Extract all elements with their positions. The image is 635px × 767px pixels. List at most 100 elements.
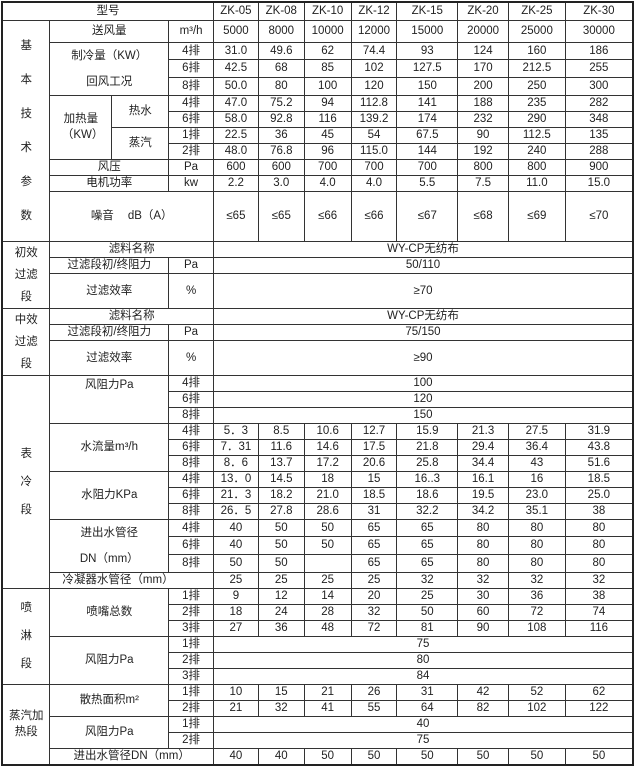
row-label: 1排 — [168, 715, 214, 733]
section-primary-filter-label-text: 初效过滤段 — [14, 246, 38, 303]
value-cell: 38 — [564, 502, 634, 520]
row-label: 6排 — [168, 110, 214, 128]
row-label: 3排 — [168, 619, 214, 637]
value-cell: 67.5 — [396, 126, 459, 144]
value-cell: 40 — [212, 518, 259, 538]
row-label: 2排 — [168, 651, 214, 669]
row-label: 6排 — [168, 390, 214, 408]
value-cell: 188 — [457, 94, 509, 112]
row-label: 4排 — [168, 41, 214, 61]
value-cell: 54 — [350, 126, 398, 144]
value-cell: 212.5 — [507, 59, 566, 78]
primary-filter-resistance-label: 过滤段初/终阻力 — [49, 256, 170, 274]
value-cell: 55 — [350, 699, 398, 717]
primary-filter-media-value: WY-CP无纺布 — [212, 240, 634, 258]
medium-filter-efficiency-label: 过滤效率 — [49, 339, 170, 376]
value-cell: 31 — [350, 502, 398, 520]
value-cell: 124 — [457, 41, 509, 61]
value-cell: 150 — [396, 76, 459, 96]
medium-filter-media-value: WY-CP无纺布 — [212, 307, 634, 325]
model-header-label: 型号 — [1, 1, 214, 21]
value-cell: 21 — [212, 699, 259, 717]
value-cell: 25 — [303, 571, 352, 589]
value-cell: 50 — [303, 747, 352, 765]
row-label: 1排 — [168, 126, 214, 144]
value-cell: 7.5 — [457, 174, 509, 192]
heating-label: 加热量（KW） — [49, 94, 113, 160]
spray-nozzles-label: 喷嘴总数 — [49, 587, 170, 637]
value-cell: 25 — [257, 571, 305, 589]
value-cell: 80 — [457, 518, 509, 538]
value-cell: 600 — [212, 158, 259, 176]
value-cell: 20 — [350, 587, 398, 605]
value-cell: 94 — [303, 94, 352, 112]
row-label: 1排 — [168, 683, 214, 701]
value-cell: 65 — [396, 553, 459, 573]
primary-filter-resistance-unit: Pa — [168, 256, 214, 274]
value-cell: 19.5 — [457, 486, 509, 504]
value-cell: ≤68 — [457, 190, 509, 242]
value-cell: 250 — [507, 76, 566, 96]
value-cell: 4.0 — [303, 174, 352, 192]
value-cell: 90 — [457, 619, 509, 637]
value-cell: 32 — [396, 571, 459, 589]
row-label: 3排 — [168, 667, 214, 685]
value-cell: 232 — [457, 110, 509, 128]
value-cell: 30000 — [564, 19, 634, 43]
value-cell: 255 — [564, 59, 634, 78]
table-row: 8排 8．6 13.7 17.2 20.6 25.8 34.4 43 51.6 — [2, 454, 634, 472]
value-cell: 17.5 — [350, 438, 398, 456]
value-cell: 5000 — [212, 19, 259, 43]
value-cell: 15.0 — [564, 174, 634, 192]
value-cell: 21．3 — [212, 486, 259, 504]
row-label: 6排 — [168, 438, 214, 456]
value-cell: 127.5 — [396, 59, 459, 78]
value-cell: 16 — [507, 470, 566, 488]
value-cell: 65 — [396, 518, 459, 538]
value-cell: 11.6 — [257, 438, 305, 456]
cooling-label-line-2: 回风工况 — [86, 75, 133, 88]
value-cell: 4.0 — [350, 174, 398, 192]
medium-filter-resistance-label: 过滤段初/终阻力 — [49, 323, 170, 341]
value-cell: 20.6 — [350, 454, 398, 472]
coil-air-resistance-label: 风阻力Pa — [49, 374, 170, 424]
value-cell: 115.0 — [350, 142, 398, 160]
table-row: 2排 18 24 28 32 50 60 72 74 — [2, 603, 634, 621]
value-cell: 75.2 — [257, 94, 305, 112]
value-cell: 50 — [564, 747, 634, 765]
table-row: 电机功率 kw 2.2 3.0 4.0 4.0 5.5 7.5 11.0 15.0 — [2, 174, 634, 192]
value-cell: 25.0 — [564, 486, 634, 504]
value-cell: 13．0 — [212, 470, 259, 488]
merged-value-cell: 150 — [212, 406, 634, 424]
value-cell: 50 — [212, 553, 259, 573]
value-cell: 14.6 — [303, 438, 352, 456]
row-label: 2排 — [168, 731, 214, 749]
value-cell: 25 — [350, 571, 398, 589]
table-row: 水流量m³/h 4排 5．3 8.5 10.6 12.7 15.9 21.3 27.5 31.9 — [2, 422, 634, 472]
value-cell: 139.2 — [350, 110, 398, 128]
value-cell: 32 — [507, 571, 566, 589]
table-row: 过滤效率% ≥90 — [2, 339, 634, 376]
value-cell: 15 — [350, 470, 398, 488]
value-cell: 174 — [396, 110, 459, 128]
value-cell: 290 — [507, 110, 566, 128]
value-cell: ≤65 — [212, 190, 259, 242]
cooling-label: 制冷量（KW） 回风工况 — [49, 41, 170, 96]
table-row: 初效过滤段 滤料名称 WY-CP无纺布 — [1, 240, 634, 309]
value-cell: 116 — [564, 619, 634, 637]
value-cell: 80 — [507, 536, 566, 555]
value-cell: 92.8 — [257, 110, 305, 128]
value-cell: 50.0 — [212, 76, 259, 96]
value-cell: 12000 — [350, 19, 398, 43]
model-header-zk-10: ZK-10 — [303, 1, 352, 21]
value-cell: 50 — [257, 553, 305, 573]
model-header-zk-25: ZK-25 — [507, 1, 566, 21]
row-label: 8排 — [168, 502, 214, 520]
noise-unit: dB（A） — [127, 210, 173, 222]
value-cell: 31.0 — [212, 41, 259, 61]
value-cell: 47.0 — [212, 94, 259, 112]
value-cell: 72 — [507, 603, 566, 621]
merged-value-cell: 100 — [212, 374, 634, 392]
value-cell: 32.2 — [396, 502, 459, 520]
